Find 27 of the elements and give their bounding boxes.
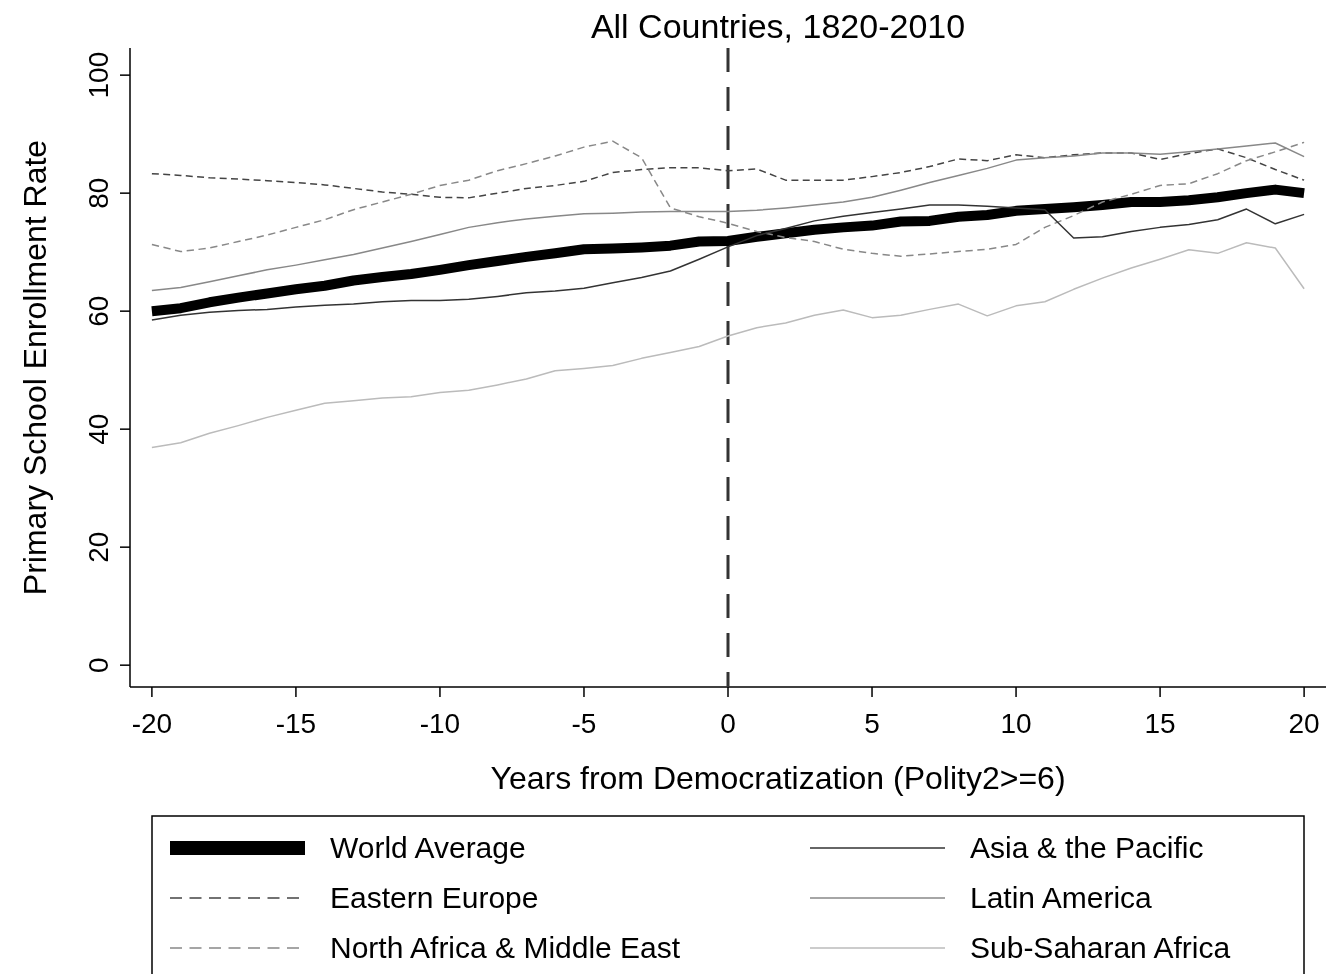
legend-label: Asia & the Pacific bbox=[970, 831, 1204, 864]
x-tick-label: -5 bbox=[571, 708, 597, 739]
y-tick-label: 60 bbox=[83, 295, 114, 327]
legend-label: North Africa & Middle East bbox=[330, 931, 681, 964]
legend-label: World Average bbox=[330, 831, 526, 864]
x-tick-label: -15 bbox=[275, 708, 317, 739]
y-tick-label: 80 bbox=[83, 177, 114, 209]
x-tick-label: -20 bbox=[131, 708, 173, 739]
x-tick-label: 5 bbox=[864, 708, 880, 739]
x-tick-label: 20 bbox=[1288, 708, 1320, 739]
legend-label: Eastern Europe bbox=[330, 881, 539, 914]
x-tick-label: 10 bbox=[1000, 708, 1032, 739]
legend-label: Latin America bbox=[970, 881, 1153, 914]
x-tick-label: 15 bbox=[1144, 708, 1176, 739]
y-tick-label: 40 bbox=[83, 413, 114, 445]
x-tick-label: 0 bbox=[720, 708, 736, 739]
y-tick-label: 0 bbox=[83, 657, 114, 673]
line-series bbox=[151, 148, 1305, 199]
y-axis-title: Primary School Enrollment Rate bbox=[17, 139, 53, 596]
line-series bbox=[151, 142, 1305, 292]
line-series bbox=[151, 241, 1305, 449]
x-tick-label: -10 bbox=[419, 708, 461, 739]
chart-title: All Countries, 1820-2010 bbox=[590, 7, 966, 45]
x-axis-title: Years from Democratization (Polity2>=6) bbox=[490, 760, 1066, 796]
y-tick-label: 20 bbox=[83, 531, 114, 563]
legend-label: Sub-Saharan Africa bbox=[970, 931, 1231, 964]
y-tick-label: 100 bbox=[83, 51, 114, 99]
